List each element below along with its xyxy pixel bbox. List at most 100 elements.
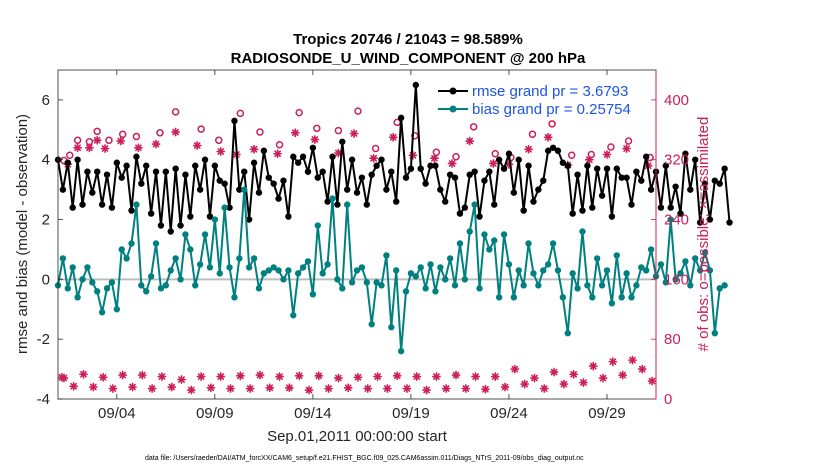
bias-data-point <box>74 294 81 301</box>
rmse-data-point <box>412 81 420 89</box>
obs-assimilated-marker <box>488 159 498 168</box>
obs-assimilated-marker <box>290 128 300 138</box>
rmse-data-point <box>177 222 184 229</box>
rmse-data-point <box>711 177 719 184</box>
obs-low-assimilated-marker <box>598 373 608 383</box>
obs-possible-marker <box>548 120 556 128</box>
bias-data-point <box>721 282 728 289</box>
bias-data-point <box>118 246 125 253</box>
bias-data-point <box>677 270 684 277</box>
right-tick-label: 160 <box>664 271 689 288</box>
obs-assimilated-marker <box>447 159 457 168</box>
bias-data-point <box>682 258 689 265</box>
obs-assimilated-marker <box>584 155 594 165</box>
bias-data-point <box>69 264 76 271</box>
rmse-data-point <box>505 150 513 157</box>
rmse-data-point <box>623 174 630 181</box>
rmse-data-point <box>368 171 375 178</box>
obs-low-assimilated-marker <box>333 373 343 383</box>
bias-data-point <box>84 264 91 271</box>
obs-low-assimilated-marker <box>245 384 255 393</box>
bias-data-point <box>138 282 145 289</box>
bias-data-point <box>353 267 361 274</box>
right-tick-label: 80 <box>664 331 681 348</box>
bias-data-point <box>245 264 253 271</box>
rmse-data-point <box>525 162 532 169</box>
rmse-data-point <box>182 171 189 178</box>
bias-data-point <box>260 270 268 277</box>
obs-low-assimilated-marker <box>481 384 490 394</box>
legend-bias-marker <box>449 105 457 113</box>
rmse-data-point <box>461 204 469 211</box>
bias-data-point <box>706 267 714 274</box>
bias-data-point <box>221 204 228 211</box>
left-tick-label: 6 <box>42 92 50 109</box>
rmse-data-point <box>388 168 395 175</box>
obs-low-assimilated-marker <box>579 378 588 387</box>
bias-data-point <box>363 279 371 286</box>
bias-data-point <box>143 288 150 295</box>
bias-data-point <box>579 228 586 235</box>
obs-low-assimilated-marker <box>539 384 549 393</box>
chart-title-line1: Tropics 20746 / 21043 = 98.589% <box>293 31 523 48</box>
bias-data-point <box>304 258 312 265</box>
rmse-data-point <box>603 165 611 172</box>
obs-assimilated-marker <box>349 129 359 138</box>
obs-possible-marker <box>491 149 499 158</box>
obs-assimilated-marker <box>151 139 161 149</box>
left-tick-label: -2 <box>37 331 50 348</box>
obs-low-assimilated-marker <box>196 372 206 381</box>
rmse-data-point <box>716 180 723 187</box>
bias-data-point <box>402 288 410 295</box>
bias-data-point <box>486 246 493 253</box>
rmse-data-point <box>216 177 223 184</box>
obs-low-assimilated-marker <box>608 357 618 367</box>
bias-data-point <box>167 267 174 274</box>
rmse-data-point <box>280 177 287 184</box>
rmse-data-point <box>451 174 459 181</box>
bias-data-point <box>98 309 106 316</box>
obs-low-assimilated-marker <box>637 364 647 374</box>
bias-data-point <box>334 276 341 283</box>
obs-low-assimilated-marker <box>520 379 530 389</box>
obs-low-assimilated-marker <box>392 371 402 381</box>
bias-data-point <box>701 249 709 256</box>
bias-data-point <box>94 288 101 295</box>
bias-data-point <box>442 276 449 283</box>
x-tick-label: 09/24 <box>490 405 528 422</box>
obs-assimilated-marker <box>369 153 379 163</box>
right-axis-ticks: 0 80 160 240 320 400 <box>651 70 689 408</box>
obs-low-assimilated-marker <box>98 372 108 382</box>
bias-data-point <box>530 270 537 277</box>
obs-assimilated-marker <box>602 150 612 159</box>
rmse-data-point <box>662 162 670 169</box>
bias-data-point <box>628 294 635 301</box>
rmse-data-point <box>628 201 635 208</box>
rmse-data-point <box>157 222 165 229</box>
rmse-data-point <box>98 201 106 208</box>
rmse-data-point <box>437 186 444 193</box>
obs-possible-marker <box>275 141 284 149</box>
rmse-data-point <box>530 198 537 205</box>
obs-assimilated-marker <box>73 143 83 153</box>
rmse-data-point <box>133 153 140 160</box>
obs-low-assimilated-marker <box>226 384 235 393</box>
bias-data-point <box>559 294 567 301</box>
rmse-data-point <box>265 174 272 181</box>
rmse-data-point <box>569 210 576 217</box>
bias-data-point <box>216 270 223 277</box>
bias-data-point <box>147 273 155 280</box>
obs-possible-marker <box>313 124 321 133</box>
rmse-data-point <box>397 114 405 122</box>
bias-data-point <box>348 279 356 286</box>
obs-assimilated-marker <box>408 150 418 160</box>
rmse-data-point <box>726 219 733 226</box>
rmse-data-point <box>407 165 415 172</box>
obs-low-assimilated-marker <box>157 372 167 381</box>
rmse-data-point <box>59 186 67 193</box>
bias-data-point <box>201 231 209 238</box>
bias-data-point <box>231 294 238 301</box>
obs-low-assimilated-marker <box>363 384 373 393</box>
bias-data-point <box>422 285 429 292</box>
